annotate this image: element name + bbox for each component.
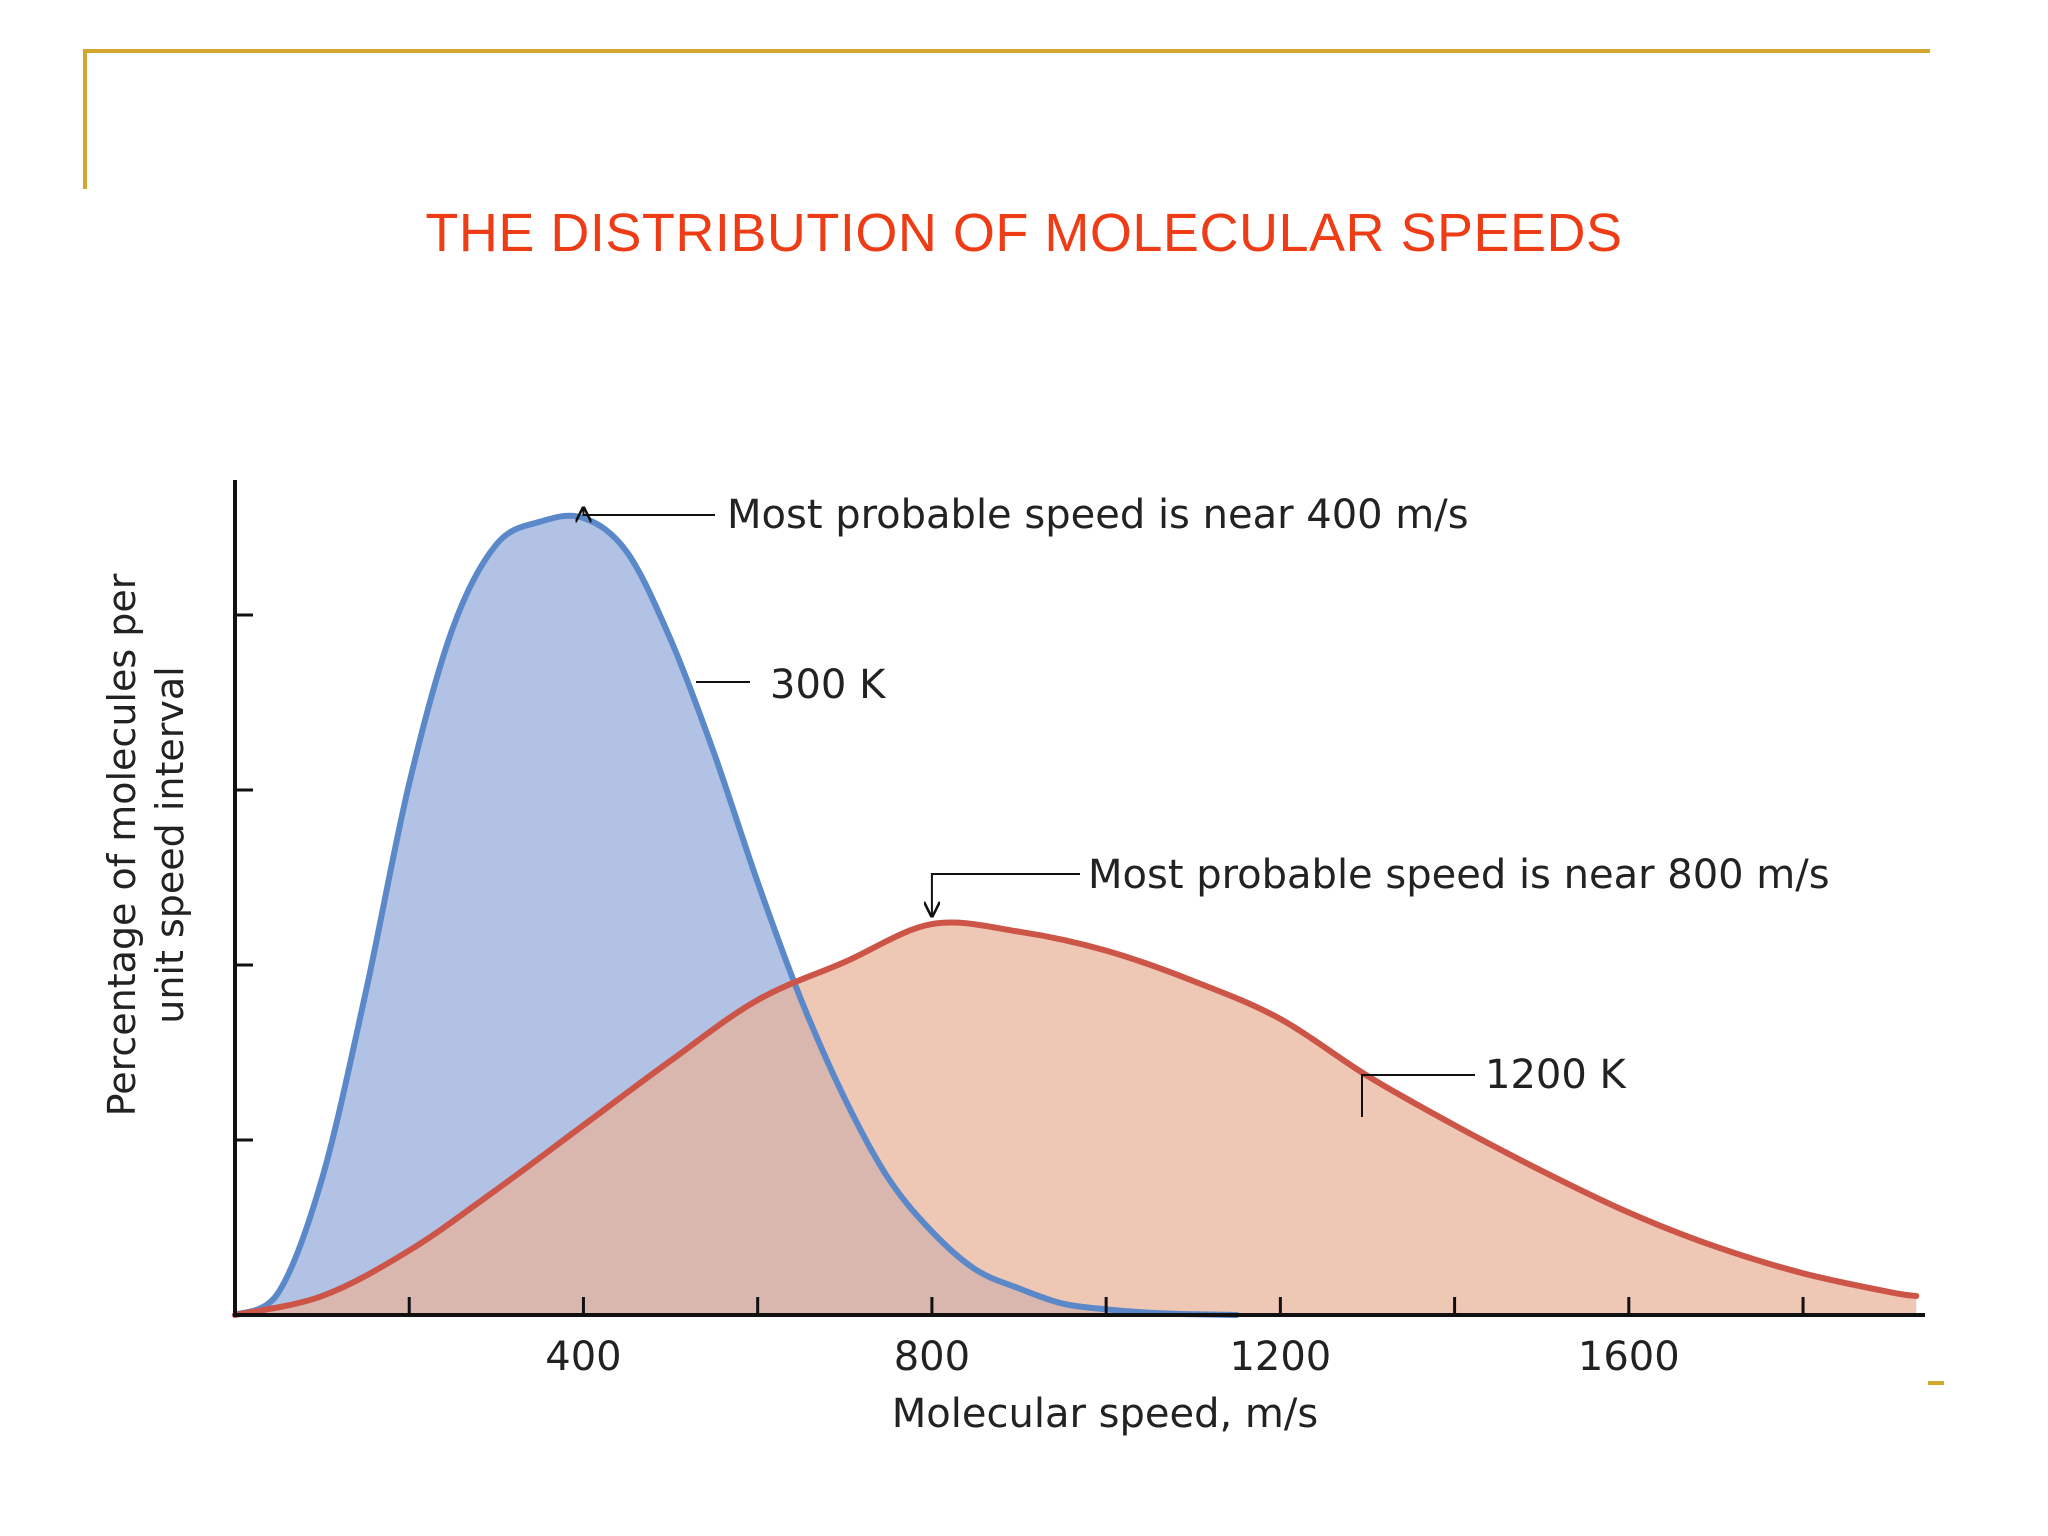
y-axis-label-line: unit speed interval [148, 666, 192, 1023]
label-1200k-leader [1361, 1074, 1475, 1117]
series-area-1200-k [235, 922, 1917, 1315]
series-areas [235, 515, 1917, 1315]
x-tick-label: 400 [545, 1334, 621, 1380]
callout-800-leader [932, 873, 1080, 916]
x-tick-label: 800 [894, 1334, 970, 1380]
axes: 400 800 1200 1600 Molecular speed, m/s Percen… [100, 480, 1925, 1437]
x-tick-label: 1600 [1578, 1334, 1680, 1380]
x-axis-label: Molecular speed, m/s [892, 1391, 1318, 1437]
callout-400-label: Most probable speed is near 400 m/s [727, 492, 1469, 538]
y-axis-label-line: Percentage of molecules per [100, 573, 144, 1116]
callout-800-label: Most probable speed is near 800 m/s [1088, 852, 1830, 898]
annotations: Most probable speed is near 400 m/s 300 K… [583, 492, 1830, 1117]
frame-corner-tick [1928, 1381, 1944, 1385]
x-tick-label: 1200 [1229, 1334, 1331, 1380]
series-line-300-k [232, 512, 1240, 1318]
frame-top-rule [85, 49, 1930, 53]
frame-left-rule [83, 49, 87, 189]
label-300k: 300 K [770, 662, 887, 708]
series-lines [232, 512, 1920, 1318]
callout-400-leader [583, 508, 715, 515]
series-line-1200-k [232, 919, 1920, 1318]
series-area-300-k [235, 515, 1237, 1315]
label-1200k: 1200 K [1485, 1052, 1628, 1098]
slide-title: THE DISTRIBUTION OF MOLECULAR SPEEDS [425, 203, 1623, 263]
